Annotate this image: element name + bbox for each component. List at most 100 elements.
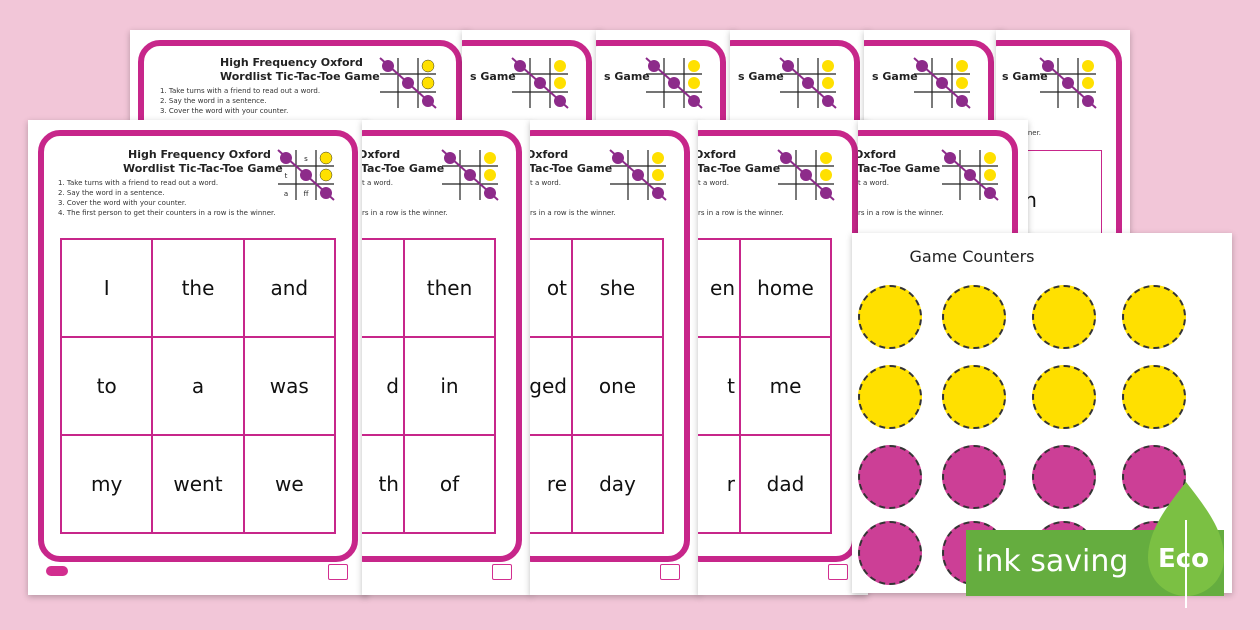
yellow-counter[interactable] bbox=[858, 285, 922, 349]
mini-tictactoe-icon bbox=[609, 149, 667, 201]
word-cell[interactable]: d bbox=[362, 337, 404, 435]
word-cell[interactable]: then bbox=[404, 239, 495, 337]
quality-badge-icon bbox=[828, 564, 848, 580]
word-cell[interactable] bbox=[362, 239, 404, 337]
word-cell[interactable]: she bbox=[572, 239, 663, 337]
mini-tictactoe-icon bbox=[779, 57, 837, 109]
eco-label: Eco bbox=[1158, 544, 1210, 574]
word-cell[interactable]: t bbox=[698, 337, 740, 435]
yellow-counter[interactable] bbox=[1032, 365, 1096, 429]
yellow-counter[interactable] bbox=[1122, 285, 1186, 349]
partial-title-tactoe: -Tac-Toe Game bbox=[362, 162, 445, 175]
word-cell[interactable]: dad bbox=[740, 435, 831, 533]
word-cell[interactable]: me bbox=[740, 337, 831, 435]
word-grid: en home t me r dad bbox=[698, 238, 832, 534]
word-cell[interactable]: of bbox=[404, 435, 495, 533]
mini-tictactoe-icon bbox=[511, 57, 569, 109]
yellow-counter[interactable] bbox=[858, 365, 922, 429]
back-title-game-3: s Game bbox=[604, 70, 650, 83]
mini-tictactoe-icon bbox=[1039, 57, 1097, 109]
instruction-3: 3. Cover the word with your counter. bbox=[58, 199, 187, 207]
word-cell[interactable]: r bbox=[698, 435, 740, 533]
title-line1: High Frequency Oxford bbox=[128, 148, 271, 161]
back-title-line2: Wordlist Tic-Tac-Toe Game bbox=[220, 70, 380, 83]
yellow-counter[interactable] bbox=[1122, 365, 1186, 429]
word-grid: then d in th of bbox=[362, 238, 496, 534]
worksheet-1: High Frequency Oxford Wordlist Tic-Tac-T… bbox=[28, 120, 368, 595]
word-cell[interactable]: one bbox=[572, 337, 663, 435]
back-title-game-4: s Game bbox=[738, 70, 784, 83]
svg-text:s: s bbox=[304, 155, 308, 163]
counters-title: Game Counters bbox=[909, 247, 1035, 266]
worksheet-5: Oxford -Tac-Toe Game t a word. rs in a r… bbox=[858, 120, 1028, 240]
word-cell[interactable]: ot bbox=[530, 239, 572, 337]
mini-tictactoe-icon bbox=[379, 57, 437, 109]
mini-tictactoe-icon bbox=[441, 149, 499, 201]
partial-instructions: t a word. rs in a row is the winner. bbox=[362, 179, 448, 217]
partial-instructions: t a word. rs in a row is the winner. bbox=[530, 179, 616, 217]
ink-saving-label: ink saving bbox=[976, 544, 1129, 579]
back-sheet-3: s Game bbox=[596, 30, 736, 130]
partial-title-tactoe: -Tac-Toe Game bbox=[530, 162, 613, 175]
word-cell[interactable]: in bbox=[404, 337, 495, 435]
word-cell[interactable]: en bbox=[698, 239, 740, 337]
word-cell[interactable]: was bbox=[243, 337, 335, 435]
partial-instructions: t a word. rs in a row is the winner. bbox=[698, 179, 784, 217]
worksheet-3: Oxford -Tac-Toe Game t a word. rs in a r… bbox=[530, 120, 700, 595]
back-sheet-4: s Game bbox=[730, 30, 870, 130]
word-cell[interactable]: ged bbox=[530, 337, 572, 435]
word-cell[interactable]: day bbox=[572, 435, 663, 533]
worksheet-4: Oxford -Tac-Toe Game t a word. rs in a r… bbox=[698, 120, 868, 595]
partial-title-oxford: Oxford bbox=[362, 148, 401, 161]
partial-title-oxford: Oxford bbox=[698, 148, 737, 161]
yellow-counter[interactable] bbox=[942, 285, 1006, 349]
back-title-game-5: s Game bbox=[872, 70, 918, 83]
partial-title-tactoe: -Tac-Toe Game bbox=[698, 162, 781, 175]
back-title-game-6: s Game bbox=[1002, 70, 1048, 83]
pink-counter[interactable] bbox=[1032, 445, 1096, 509]
mini-tictactoe-icon bbox=[777, 149, 835, 201]
partial-title-tactoe: -Tac-Toe Game bbox=[858, 162, 941, 175]
pink-counter[interactable] bbox=[1122, 445, 1186, 509]
partial-instructions: t a word. rs in a row is the winner. bbox=[858, 179, 944, 217]
instruction-4: 4. The first person to get their counter… bbox=[58, 209, 276, 217]
mini-tictactoe-icon bbox=[645, 57, 703, 109]
word-cell[interactable]: re bbox=[530, 435, 572, 533]
pink-counter[interactable] bbox=[858, 445, 922, 509]
word-cell[interactable]: th bbox=[362, 435, 404, 533]
pink-counter[interactable] bbox=[858, 521, 922, 585]
word-cell[interactable]: I bbox=[61, 239, 153, 337]
word-cell[interactable]: went bbox=[152, 435, 244, 533]
worksheet-2: Oxford -Tac-Toe Game t a word. rs in a r… bbox=[362, 120, 532, 595]
quality-badge-icon bbox=[492, 564, 512, 580]
instruction-1: 1. Take turns with a friend to read out … bbox=[58, 179, 219, 187]
back-sheet-1: High Frequency Oxford Wordlist Tic-Tac-T… bbox=[130, 30, 470, 130]
svg-text:a: a bbox=[284, 190, 288, 198]
mini-tictactoe-icon bbox=[913, 57, 971, 109]
word-cell[interactable]: we bbox=[243, 435, 335, 533]
word-cell[interactable]: the bbox=[152, 239, 244, 337]
yellow-counter[interactable] bbox=[1032, 285, 1096, 349]
word-grid: ot she ged one re day bbox=[530, 238, 664, 534]
partial-title-oxford: Oxford bbox=[530, 148, 569, 161]
back-sheet-5: s Game bbox=[864, 30, 1004, 130]
mini-tictactoe-icon: s t a ff bbox=[277, 149, 335, 201]
pink-counter[interactable] bbox=[942, 445, 1006, 509]
word-grid: I the and to a was my went we bbox=[60, 238, 336, 534]
svg-text:ff: ff bbox=[304, 190, 309, 198]
twinkl-logo bbox=[46, 566, 68, 576]
instruction-2: 2. Say the word in a sentence. bbox=[58, 189, 165, 197]
word-cell[interactable]: and bbox=[243, 239, 335, 337]
quality-badge-icon bbox=[328, 564, 348, 580]
instructions: 1. Take turns with a friend to read out … bbox=[58, 178, 276, 218]
back-instructions: 1. Take turns with a friend to read out … bbox=[160, 87, 321, 115]
word-cell[interactable]: home bbox=[740, 239, 831, 337]
word-cell[interactable]: my bbox=[61, 435, 153, 533]
back-title-game-2: s Game bbox=[470, 70, 516, 83]
yellow-counter[interactable] bbox=[942, 365, 1006, 429]
title-line2: Wordlist Tic-Tac-Toe Game bbox=[123, 162, 283, 175]
partial-title-oxford: Oxford bbox=[858, 148, 897, 161]
word-cell[interactable]: a bbox=[152, 337, 244, 435]
word-cell[interactable]: to bbox=[61, 337, 153, 435]
back-title-line1: High Frequency Oxford bbox=[220, 56, 363, 69]
